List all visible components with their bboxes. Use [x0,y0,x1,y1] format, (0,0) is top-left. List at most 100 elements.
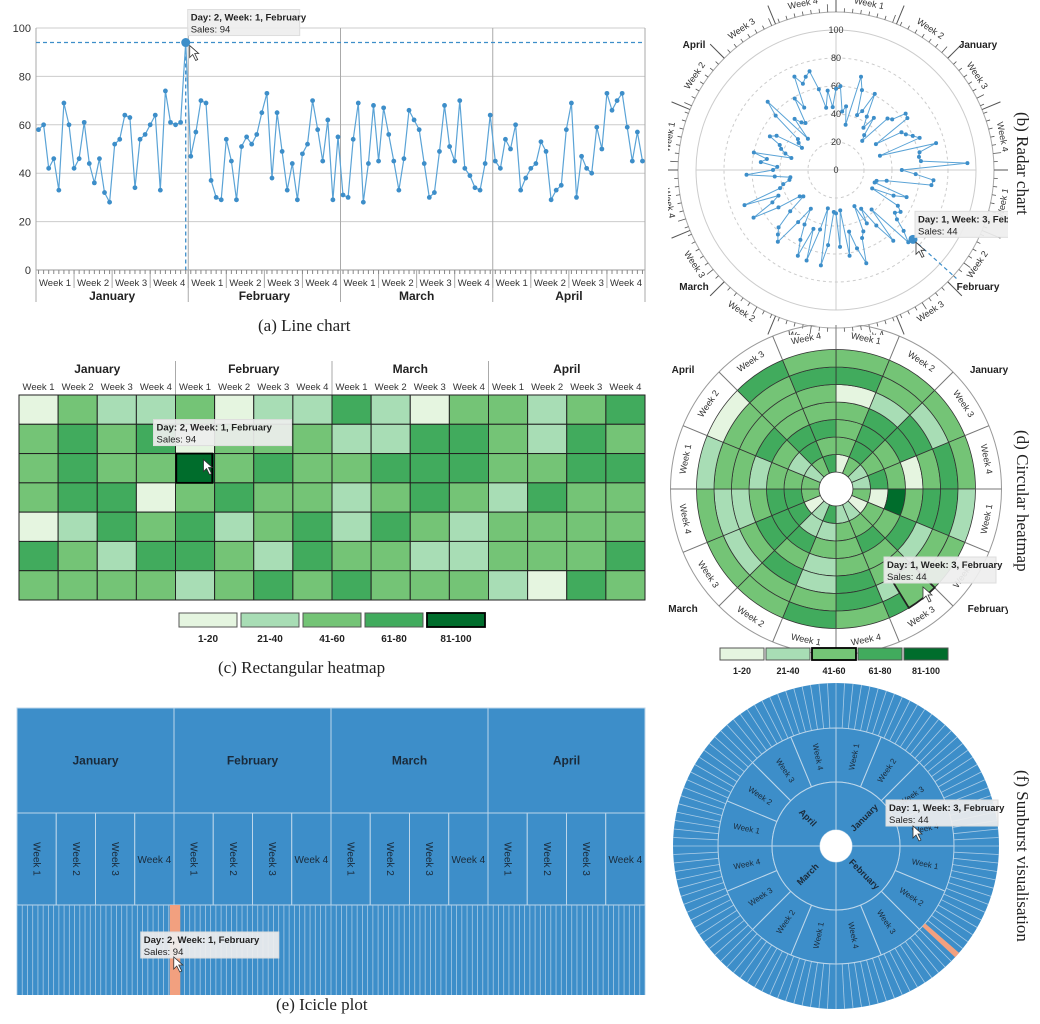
day-tick [963,74,968,78]
heatmap-cell [214,453,255,484]
day-tick [976,241,981,244]
day-partition [909,937,939,973]
week-divider [888,335,900,361]
day-partition [943,779,986,799]
week-partition [487,812,528,906]
data-point [538,139,544,145]
mouse-cursor-icon [915,241,927,258]
data-point [778,186,783,191]
day-partition [673,857,719,864]
heatmap-cell [18,540,59,572]
day-partition [818,683,825,729]
heatmap-cell [409,453,450,484]
day-tick [675,194,681,196]
heatmap-cell [527,540,568,572]
data-point [497,165,503,171]
heatmap-cell [605,453,646,484]
data-point [843,122,848,127]
data-point [142,132,148,137]
data-point [838,208,843,213]
data-point [584,165,590,171]
data-point [553,187,559,193]
day-partition [690,899,732,921]
day-tick [968,81,973,85]
data-point [86,161,92,166]
day-tick [691,96,696,99]
month-label: January [74,362,120,376]
month-partition [173,707,332,814]
data-point [904,195,909,200]
data-point [173,122,178,128]
highlight-point [181,38,191,48]
day-partition [937,904,978,928]
week-divider [671,230,691,239]
day-partition [746,944,773,983]
data-point [891,238,896,243]
day-tick [993,152,1002,154]
day-partition [683,887,726,905]
day-partition [785,958,800,1002]
legend-swatch [811,647,857,661]
day-partition [952,864,998,872]
heatmap-cell [409,570,450,601]
heatmap-cell [370,570,411,601]
day-partition [927,919,963,949]
data-point [457,98,463,103]
day-partition [914,724,946,759]
data-point [899,130,904,135]
data-point [305,141,310,147]
week-label: Week 4 [995,121,1008,153]
day-partition [810,962,818,1008]
day-partition [703,749,741,777]
tooltip-sales: Sales: 94 [191,25,231,36]
week-divider [772,617,784,643]
week-label: Week 1 [496,278,528,289]
day-tick [678,218,686,222]
day-tick [935,292,939,297]
day-tick [785,15,788,20]
data-point [279,149,285,154]
tooltip-sales: Sales: 94 [157,435,197,446]
heatmap-cell [214,570,255,601]
data-point [765,99,770,104]
day-tick [990,202,995,205]
week-label: Week 4 [140,382,172,393]
heatmap-cell [96,423,137,455]
day-tick [868,324,871,333]
heatmap-cell [370,394,411,425]
week-label: Week 3 [420,278,452,289]
data-point [97,156,102,162]
day-partition [703,915,741,943]
data-point [391,158,397,164]
week-partition [369,812,410,906]
day-partition [793,959,806,1004]
data-point [860,235,865,240]
month-label: February [227,754,279,768]
day-partition [883,696,903,739]
day-partition [860,961,871,1006]
heatmap-cell [18,570,59,601]
data-point [847,229,852,234]
week-divider [671,101,691,110]
month-label: April [672,365,695,376]
data-point [76,156,82,162]
data-point [147,122,153,128]
data-point [91,180,97,186]
day-tick [914,306,918,311]
day-partition [673,828,719,835]
day-partition [673,851,719,855]
data-point [826,243,831,248]
week-label: Week 3 [267,278,299,289]
data-point [807,69,812,74]
day-tick [793,322,796,327]
heatmap-cell [605,570,646,601]
data-point [890,117,895,122]
heatmap-cell [488,453,529,484]
day-partition [889,950,911,992]
day-partition [709,919,745,949]
day-partition [801,686,812,731]
day-tick [884,15,887,20]
week-divider [964,541,990,553]
data-point [917,135,922,140]
data-point [874,223,879,228]
